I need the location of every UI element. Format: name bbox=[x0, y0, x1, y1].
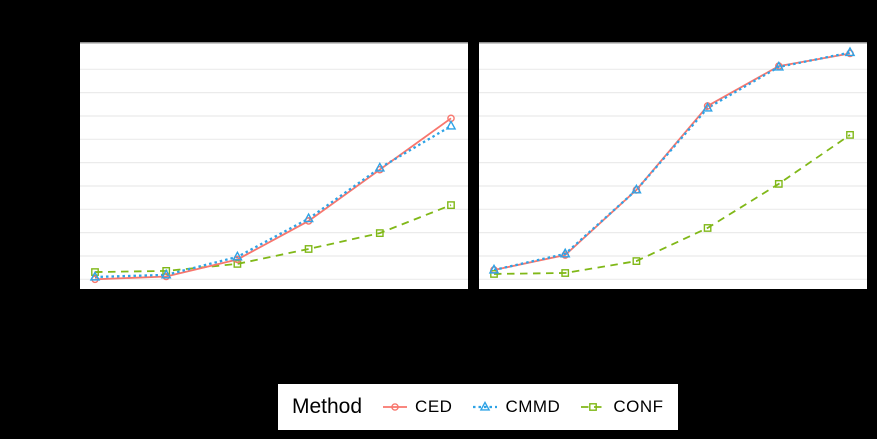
panel-left-svg bbox=[80, 42, 468, 284]
legend-label-ced: CED bbox=[415, 397, 453, 416]
legend-entry-conf: CONF bbox=[580, 397, 663, 417]
plot-panel-right bbox=[479, 42, 867, 289]
legend-entry-cmmd: CMMD bbox=[472, 397, 560, 417]
conf-line-square-icon bbox=[581, 403, 606, 411]
plot-panel-left bbox=[80, 42, 468, 289]
cmmd-line-triangle-icon bbox=[473, 400, 498, 411]
legend: Method CED CMMD CONF bbox=[277, 383, 679, 431]
panel-right-svg bbox=[479, 42, 867, 280]
legend-title: Method bbox=[292, 395, 363, 418]
legend-label-conf: CONF bbox=[613, 397, 664, 416]
ced-line-circle-icon bbox=[383, 403, 408, 411]
legend-entry-ced: CED bbox=[382, 397, 452, 417]
legend-label-cmmd: CMMD bbox=[505, 397, 561, 416]
